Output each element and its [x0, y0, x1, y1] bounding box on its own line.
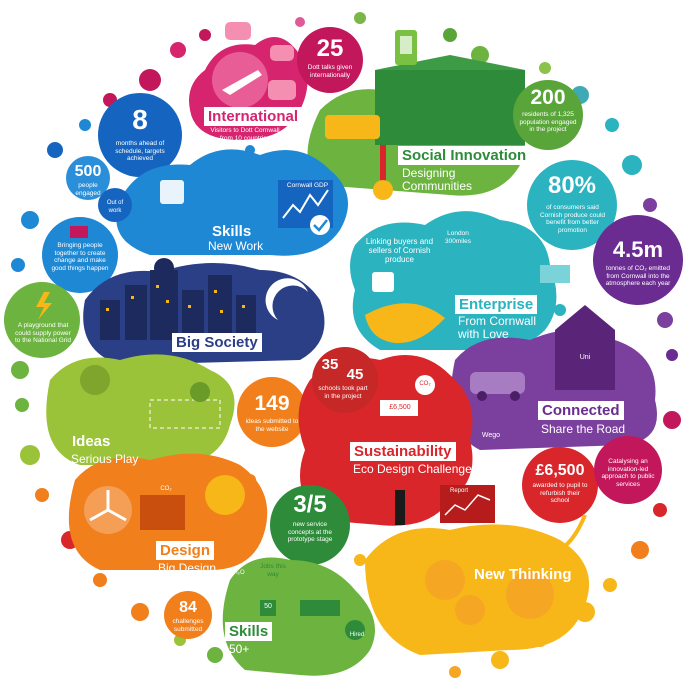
- stat-4-5m-text: tonnes of CO₂ emitted from Cornwall into…: [605, 265, 671, 287]
- stat-149-text: ideas submitted to the website: [245, 418, 299, 433]
- stat-80-bubble: [527, 160, 617, 250]
- sustainability-co2-label: CO₂: [419, 381, 431, 387]
- sustainability-price-label: £6,500: [389, 404, 411, 411]
- hired-label: Hired: [349, 632, 365, 638]
- new-thinking-title: New Thinking: [474, 566, 572, 583]
- stat-3-5-text: new service concepts at the prototype st…: [287, 521, 333, 543]
- social-innovation-subtitle: Designing Communities: [402, 166, 473, 193]
- stat-6500-bubble: [522, 447, 598, 523]
- skills-50-segment: [222, 557, 375, 676]
- stat-3-5-value: 3/5: [293, 491, 327, 518]
- skills-new-work-title: Skills: [212, 223, 252, 240]
- ideas-segment: [46, 354, 235, 465]
- skills-new-work-segment: [116, 149, 348, 256]
- stat-25-text: Dott talks given internationally: [307, 64, 353, 79]
- stat-8-value: 8: [132, 104, 148, 135]
- uni-label: Uni: [579, 354, 591, 361]
- connected-subtitle: Share the Road: [541, 422, 626, 436]
- stat-80-text: of consumers said Cornish produce could …: [539, 204, 606, 234]
- stat-84-value: 84: [179, 599, 197, 616]
- stat-500-value: 500: [74, 163, 102, 180]
- catalysing-text: Catalysing an innovation-led approach to…: [601, 458, 655, 488]
- stat-25-value: 25: [316, 35, 344, 62]
- stat-149-value: 149: [254, 392, 290, 415]
- design-co2-label: CO₂: [160, 486, 172, 492]
- enterprise-segment: [350, 211, 570, 351]
- new-thinking-segment: [365, 514, 590, 655]
- out-of-work-label: Out of work: [106, 200, 124, 214]
- stat-200-value: 200: [530, 86, 566, 109]
- big-society-title: Big Society: [172, 333, 262, 352]
- stat-500-bubble: [66, 156, 110, 200]
- stat-500-text: people engaged: [75, 182, 101, 197]
- design-title: Design: [156, 541, 215, 560]
- design-segment: [68, 453, 268, 570]
- stat-200-bubble: [513, 80, 583, 150]
- skills-50-subtitle: 50+: [229, 642, 250, 656]
- stat-6500-value: £6,500: [535, 462, 585, 479]
- stat-35-text: schools took part in the project: [318, 385, 368, 400]
- stat-84-bubble: [164, 591, 212, 639]
- stat-149-bubble: [237, 377, 307, 447]
- stat-4-5m-value: 4.5m: [612, 237, 664, 262]
- enterprise-linking-text: Linking buyers and sellers of Cornish pr…: [365, 237, 434, 264]
- skills-50-title: Skills: [225, 622, 273, 641]
- stat-6500-text: awarded to pupil to refurbish their scho…: [532, 482, 588, 504]
- bringing-people-bubble: [42, 217, 118, 293]
- international-title: International: [204, 107, 303, 126]
- stat-35-45-bubble: [312, 347, 378, 413]
- jobs-this-way-label: Jobs this way: [260, 563, 286, 578]
- stat-25-bubble: [297, 27, 363, 93]
- skills-new-work-subtitle: New Work: [208, 239, 264, 253]
- out-of-work-bubble: [98, 188, 132, 222]
- social-innovation-title: Social Innovation: [398, 146, 531, 165]
- playground-text: A playground that could supply power to …: [15, 322, 72, 344]
- ideas-subtitle: Serious Play: [71, 452, 139, 466]
- stat-200-text: residents of 1,325 population engaged in…: [519, 111, 577, 133]
- stat-3-5-bubble: [270, 485, 350, 565]
- stat-45-value: 45: [346, 366, 364, 383]
- bringing-people-text: Bringing people together to create chang…: [51, 242, 109, 272]
- design-h2o-label: H₂O: [233, 570, 245, 576]
- cornwall-gdp-label: Cornwall GDP: [286, 182, 329, 189]
- stat-8-bubble: [98, 93, 182, 177]
- catalysing-bubble: [594, 436, 662, 504]
- fifty-label: 50: [264, 603, 272, 610]
- stat-84-text: challenges submitted: [172, 618, 204, 633]
- enterprise-london-text: London 300miles: [444, 230, 471, 245]
- design-subtitle: Big Design Challenge: [158, 561, 217, 588]
- report-label: Report: [449, 488, 468, 494]
- sustainability-subtitle: Eco Design Challenge: [353, 462, 472, 476]
- playground-bubble: [4, 282, 80, 358]
- sustainability-title: Sustainability: [350, 442, 456, 461]
- decorative-dots: [11, 12, 681, 678]
- stat-4-5m-bubble: [593, 215, 683, 305]
- stat-80-value: 80%: [547, 172, 597, 199]
- connected-segment: [450, 305, 657, 450]
- enterprise-subtitle: From Cornwall with Love: [458, 314, 537, 341]
- international-subtitle: Visitors to Dott Cornwall from 10 countr…: [210, 127, 280, 142]
- connected-title: Connected: [538, 401, 624, 420]
- stat-8-text: months ahead of schedule, targets achiev…: [115, 140, 165, 162]
- wego-label: Wego: [481, 432, 501, 439]
- big-society-segment: [83, 258, 325, 365]
- stat-35-value: 35: [321, 356, 339, 373]
- enterprise-title: Enterprise: [455, 295, 538, 314]
- ideas-title: Ideas: [72, 433, 111, 450]
